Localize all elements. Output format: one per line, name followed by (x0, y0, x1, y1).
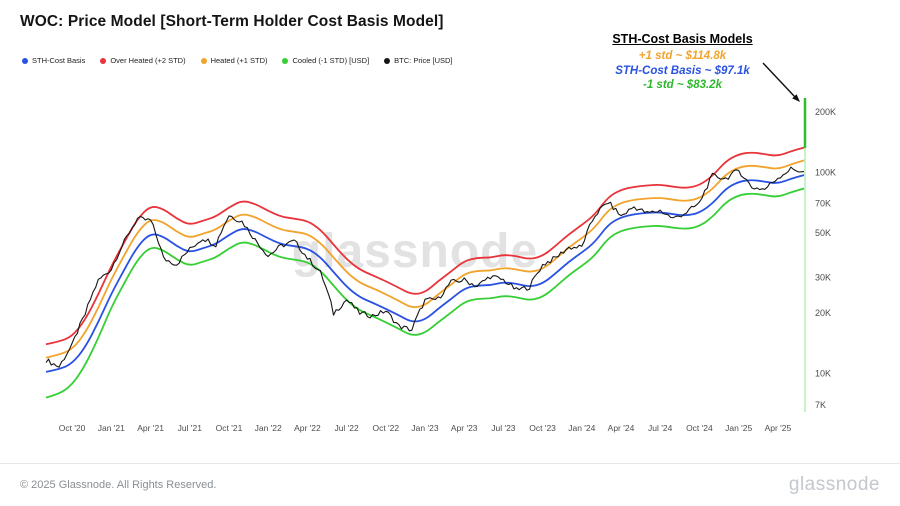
svg-text:Apr '22: Apr '22 (294, 423, 321, 433)
annotation-plus1std: +1 std ~ $114.8k (638, 50, 727, 62)
svg-text:Oct '22: Oct '22 (372, 423, 399, 433)
legend-swatch-icon (282, 57, 289, 64)
svg-text:100K: 100K (815, 168, 836, 178)
svg-text:Jan '22: Jan '22 (255, 423, 282, 433)
legend-item-cooled[interactable]: Cooled (-1 STD) [USD] (282, 56, 369, 65)
copyright-text: © 2025 Glassnode. All Rights Reserved. (20, 479, 217, 491)
page-title: WOC: Price Model [Short-Term Holder Cost… (20, 13, 444, 30)
svg-text:Apr '25: Apr '25 (765, 423, 792, 433)
annotation-box: STH-Cost Basis Models +1 std ~ $114.8k S… (570, 32, 795, 93)
legend-swatch-icon (384, 57, 391, 64)
legend-item-btc-price[interactable]: BTC: Price [USD] (384, 56, 453, 65)
svg-text:Oct '24: Oct '24 (686, 423, 713, 433)
legend-label: BTC: Price [USD] (394, 56, 453, 65)
svg-text:Apr '23: Apr '23 (451, 423, 478, 433)
svg-text:Oct '20: Oct '20 (59, 423, 86, 433)
legend-label: Cooled (-1 STD) [USD] (292, 56, 370, 65)
svg-text:Jul '21: Jul '21 (178, 423, 203, 433)
svg-text:Jan '24: Jan '24 (568, 423, 595, 433)
svg-text:30K: 30K (815, 273, 831, 283)
svg-text:10K: 10K (815, 369, 831, 379)
svg-text:Apr '21: Apr '21 (137, 423, 164, 433)
annotation-minus1std: -1 std ~ $83.2k (643, 79, 722, 91)
legend-swatch-icon (100, 57, 107, 64)
price-model-chart[interactable]: 200K 100K 70K 50K 30K 20K 10K 7K Oct '20 Jan '21 A… (0, 0, 900, 460)
svg-text:50K: 50K (815, 228, 831, 238)
svg-text:Oct '23: Oct '23 (529, 423, 556, 433)
legend-swatch-icon (22, 57, 28, 64)
legend-label: STH-Cost Basis (32, 56, 86, 65)
legend-item-sth-cost-basis[interactable]: STH-Cost Basis (22, 56, 85, 65)
footer: © 2025 Glassnode. All Rights Reserved. g… (0, 463, 900, 506)
svg-text:Apr '24: Apr '24 (608, 423, 635, 433)
svg-text:Oct '21: Oct '21 (216, 423, 243, 433)
svg-text:Jul '23: Jul '23 (491, 423, 516, 433)
svg-text:Jul '22: Jul '22 (334, 423, 359, 433)
chart-legend: STH-Cost Basis Over Heated (+2 STD) Heat… (22, 56, 453, 65)
svg-text:Jan '25: Jan '25 (725, 423, 752, 433)
legend-label: Over Heated (+2 STD) (110, 56, 186, 65)
legend-swatch-icon (200, 57, 207, 64)
glassnode-logo: glassnode (788, 474, 880, 495)
legend-item-over-heated[interactable]: Over Heated (+2 STD) (100, 56, 186, 65)
svg-text:Jul '24: Jul '24 (648, 423, 673, 433)
annotation-cost-basis: STH-Cost Basis ~ $97.1k (615, 64, 750, 77)
legend-label: Heated (+1 STD) (210, 56, 268, 65)
svg-text:70K: 70K (815, 199, 831, 209)
svg-text:Jan '23: Jan '23 (411, 423, 438, 433)
legend-item-heated[interactable]: Heated (+1 STD) (200, 56, 268, 65)
svg-text:20K: 20K (815, 308, 831, 318)
svg-text:200K: 200K (815, 107, 836, 117)
annotation-title: STH-Cost Basis Models (612, 32, 753, 46)
svg-text:7K: 7K (815, 400, 826, 410)
svg-text:Jan '21: Jan '21 (98, 423, 125, 433)
